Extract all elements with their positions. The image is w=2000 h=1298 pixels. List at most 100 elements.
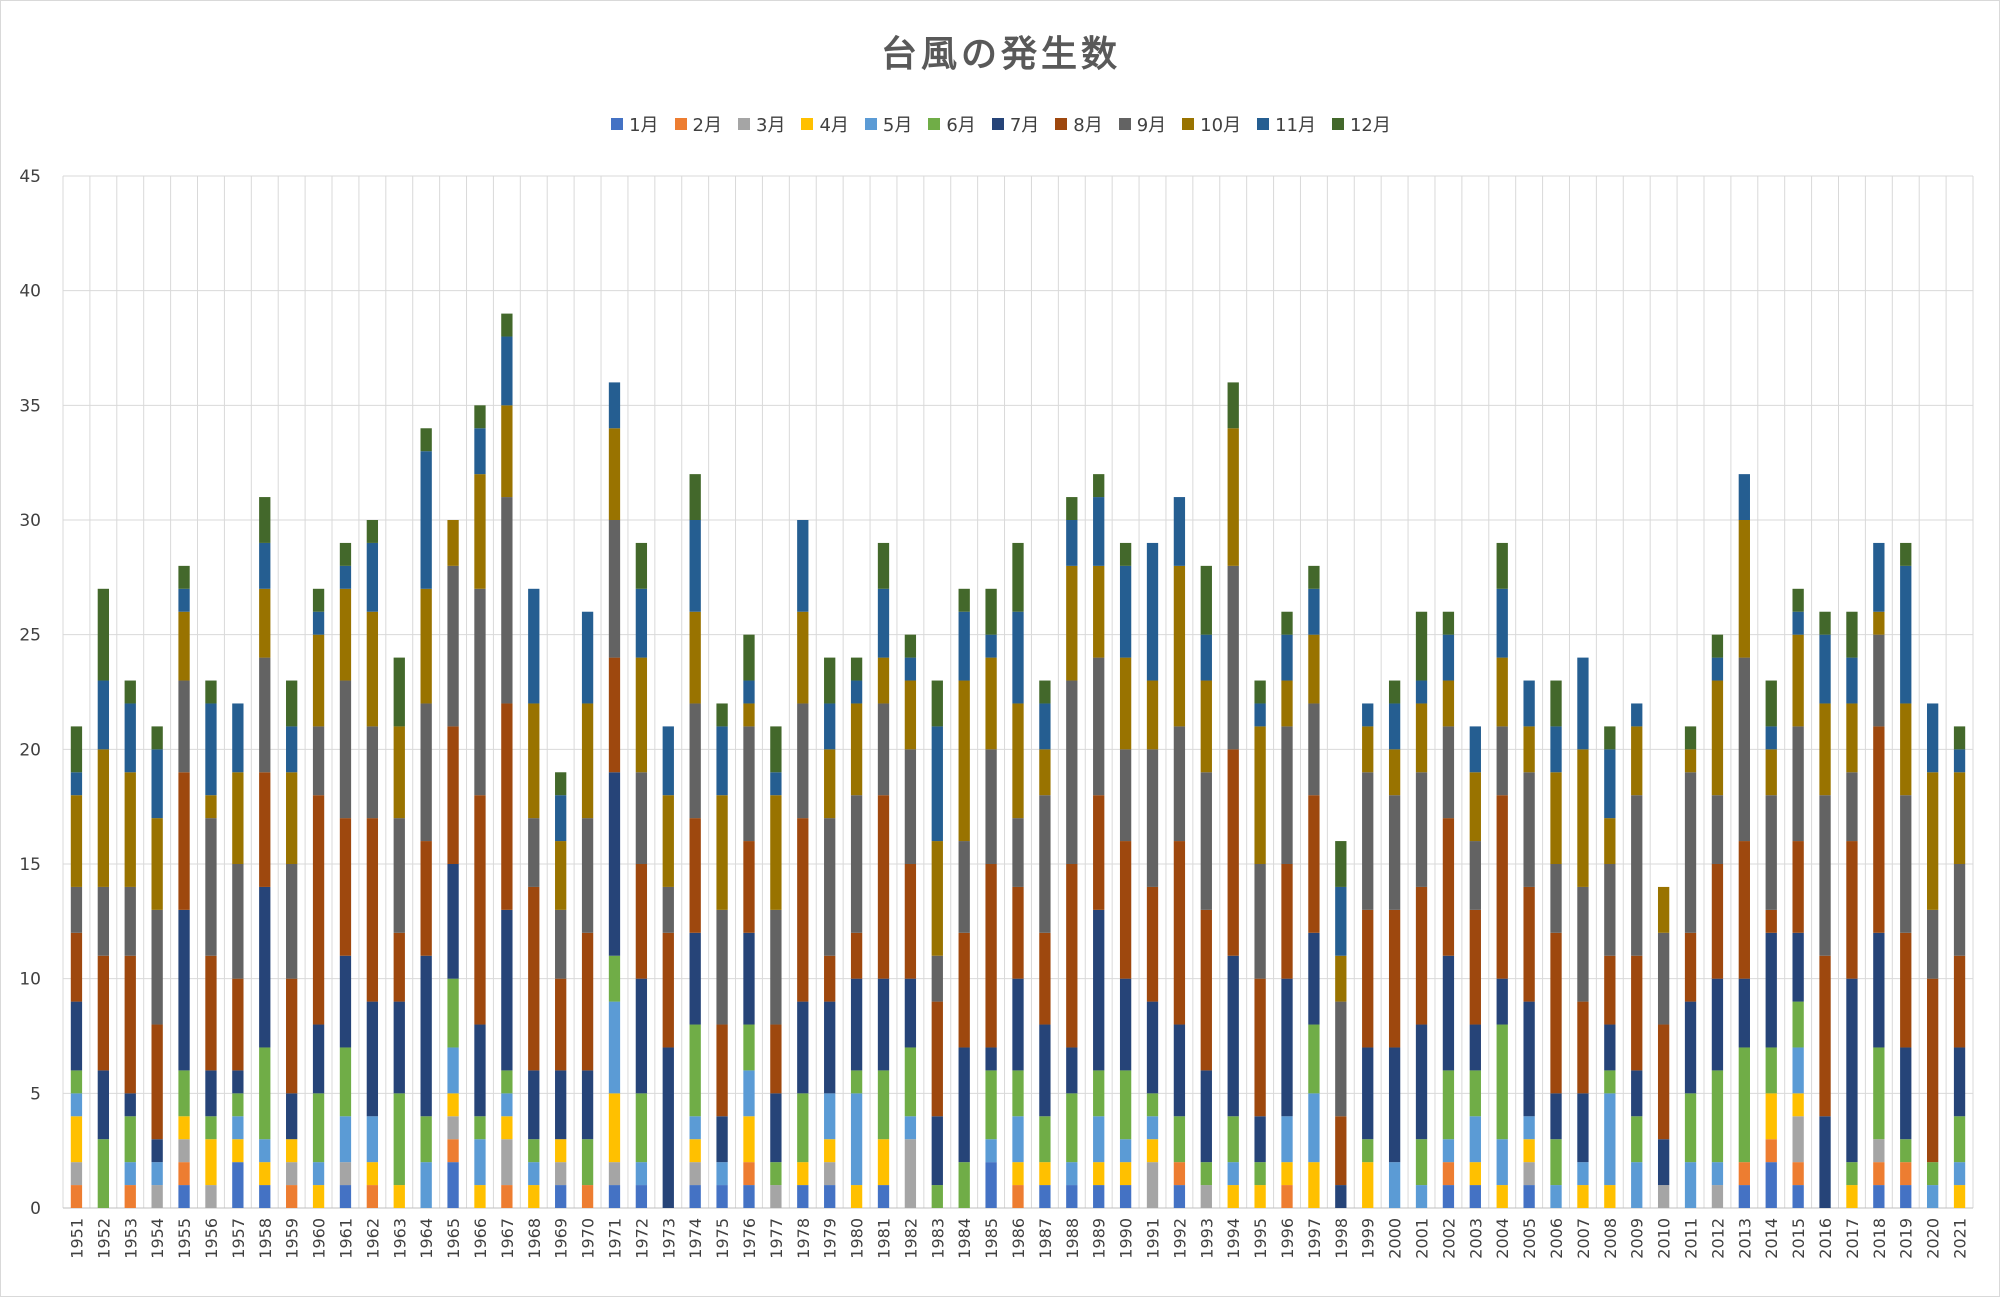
- bar-segment: [1442, 818, 1455, 956]
- bar-segment: [1281, 978, 1293, 1117]
- bar-segment: [1873, 932, 1885, 1048]
- bar-segment: [931, 680, 943, 727]
- bar-segment: [1711, 978, 1724, 1071]
- bar-segment: [608, 1093, 621, 1163]
- bar-segment: [797, 520, 809, 612]
- bar-segment: [474, 1116, 486, 1140]
- bar-segment: [1900, 1162, 1912, 1186]
- bar-segment: [1200, 634, 1212, 681]
- bar-segment: [662, 932, 674, 1048]
- bar-segment: [1604, 1185, 1616, 1208]
- bar-segment: [501, 909, 513, 1071]
- x-tick-label: 1960: [310, 1218, 329, 1259]
- bar-segment: [635, 542, 648, 589]
- bar-segment: [1388, 1047, 1401, 1163]
- bar-segment: [312, 634, 325, 727]
- bar-segment: [1873, 1047, 1885, 1140]
- bar-segment: [1873, 1185, 1885, 1208]
- bar-segment: [1792, 1001, 1804, 1048]
- x-tick-label: 2006: [1547, 1218, 1566, 1259]
- bar-segment: [1469, 772, 1481, 842]
- x-tick-label: 1969: [552, 1218, 571, 1259]
- bar-segment: [850, 932, 863, 979]
- bar-segment: [689, 818, 701, 933]
- bar-segment: [447, 520, 459, 566]
- x-tick-label: 1992: [1170, 1218, 1189, 1259]
- bar-segment: [339, 588, 352, 681]
- x-tick-label: 2010: [1655, 1218, 1674, 1259]
- bar-segment: [232, 772, 244, 864]
- bar-segment: [1173, 841, 1186, 1025]
- bar-segment: [1281, 634, 1293, 681]
- bar-segment: [743, 841, 755, 933]
- bar-segment: [877, 1070, 890, 1140]
- x-tick-label: 2012: [1708, 1218, 1727, 1259]
- bar-segment: [797, 1001, 809, 1094]
- legend-label: 1月: [629, 115, 659, 136]
- bar-segment: [1711, 634, 1724, 658]
- bar-segment: [743, 1185, 755, 1208]
- bar-segment: [1900, 932, 1912, 1048]
- bar-segment: [662, 726, 674, 796]
- bar-segment: [770, 1162, 782, 1186]
- bar-segment: [1900, 1185, 1912, 1208]
- bar-segment: [608, 955, 621, 1002]
- bar-segment: [1523, 1162, 1535, 1186]
- bar-segment: [1900, 703, 1912, 796]
- bar-segment: [743, 1024, 755, 1071]
- bar-segment: [232, 1139, 244, 1163]
- bar-segment: [1711, 864, 1724, 979]
- bar-segment: [1012, 818, 1024, 887]
- legend-label: 7月: [1009, 115, 1040, 136]
- bar-segment: [366, 542, 379, 612]
- bar-segment: [1792, 726, 1804, 842]
- bar-segment: [1388, 703, 1401, 750]
- bar-segment: [1819, 634, 1831, 704]
- bar-segment: [1254, 864, 1266, 979]
- bar-segment: [1093, 909, 1105, 1071]
- x-tick-label: 1994: [1224, 1218, 1243, 1259]
- bar-segment: [1792, 1162, 1804, 1186]
- bar-segment: [366, 1001, 379, 1117]
- bar-segment: [1146, 886, 1159, 1002]
- bar-segment: [312, 1185, 325, 1208]
- bar-segment: [1281, 611, 1293, 635]
- bar-segment: [312, 611, 325, 635]
- bar-segment: [339, 1162, 352, 1186]
- bar-segment: [232, 1093, 244, 1117]
- bar-segment: [1738, 1047, 1750, 1163]
- bar-segment: [716, 726, 728, 796]
- bar-segment: [608, 382, 621, 429]
- bar-segment: [1550, 726, 1562, 773]
- bar-segment: [393, 1185, 405, 1208]
- bar-segment: [1684, 772, 1697, 933]
- bar-segment: [850, 1093, 863, 1186]
- bar-segment: [205, 795, 217, 819]
- x-tick-label: 2013: [1735, 1218, 1754, 1259]
- bar-segment: [716, 1162, 728, 1186]
- bar-segment: [1119, 978, 1132, 1071]
- legend-label: 8月: [1073, 115, 1103, 136]
- bar-segment: [474, 1139, 486, 1186]
- bar-segment: [1792, 611, 1804, 635]
- bar-segment: [1119, 657, 1132, 750]
- bar-segment: [1765, 726, 1777, 750]
- y-tick-label: 45: [19, 167, 41, 187]
- bar-segment: [1550, 1093, 1562, 1140]
- bar-segment: [447, 726, 459, 864]
- bar-segment: [850, 703, 863, 796]
- bar-segment: [1604, 749, 1616, 819]
- bar-segment: [474, 405, 486, 429]
- bar-segment: [232, 703, 244, 773]
- bar-segment: [1631, 955, 1643, 1071]
- bar-segment: [1039, 749, 1051, 796]
- y-tick-label: 10: [19, 970, 41, 990]
- bar-segment: [1200, 1070, 1212, 1163]
- bar-segment: [1039, 680, 1051, 704]
- bar-segment: [1227, 1116, 1239, 1163]
- bar-segment: [716, 795, 728, 910]
- bar-segment: [1308, 1093, 1320, 1163]
- bar-segment: [985, 749, 997, 864]
- x-tick-label: 1968: [525, 1218, 544, 1259]
- bar-segment: [1873, 726, 1885, 933]
